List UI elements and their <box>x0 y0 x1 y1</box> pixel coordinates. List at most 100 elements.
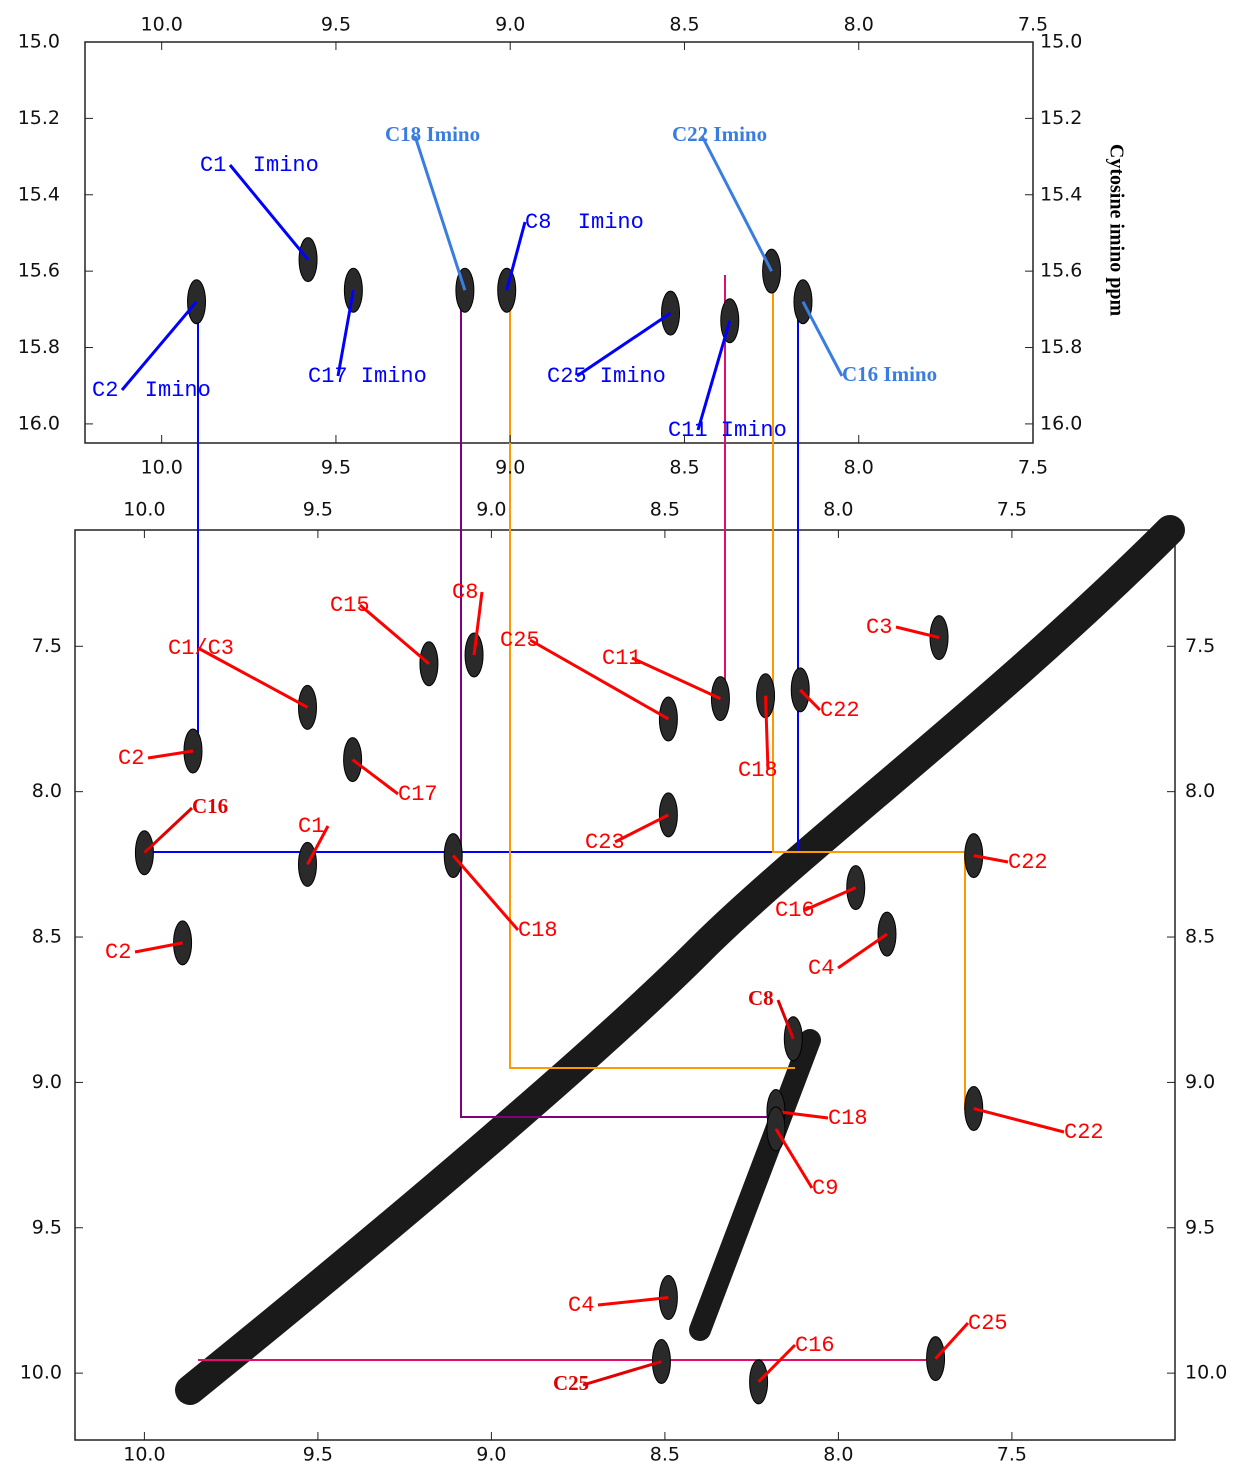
x-tick-label: 9.0 <box>476 1444 506 1461</box>
pointer <box>472 591 484 656</box>
pointer <box>696 320 732 431</box>
y-tick-label: 15.0 <box>18 31 60 53</box>
pointer <box>764 695 770 771</box>
orange-connector <box>509 275 966 1110</box>
y-tick-label: 15.4 <box>18 183 60 205</box>
y-tick-label: 8.0 <box>1185 780 1215 802</box>
peak-label: C25 <box>500 628 540 653</box>
x-tick-label: 8.0 <box>823 1444 853 1461</box>
y-tick-label: 9.5 <box>1185 1216 1215 1238</box>
y-tick-label: 15.2 <box>1040 107 1082 129</box>
x-tick-label: 8.5 <box>669 14 699 36</box>
peak-label: C1 Imino <box>200 153 319 178</box>
peak-label: C18 <box>738 758 778 783</box>
peak-label: C9 <box>812 1176 838 1201</box>
pointer <box>837 932 888 970</box>
pointer <box>775 1109 829 1120</box>
y-tick-label: 9.0 <box>1185 1071 1215 1093</box>
pointer <box>700 135 773 272</box>
x-tick-label: 9.0 <box>495 14 525 36</box>
bottom-frame <box>74 529 1176 1441</box>
x-tick-label: 10.0 <box>123 1444 165 1461</box>
y-tick-label: 15.6 <box>18 260 60 282</box>
x-tick-label: 7.5 <box>997 1444 1027 1461</box>
peak-label: C1/C3 <box>168 636 234 661</box>
pink-connector <box>198 275 940 1361</box>
pointer <box>336 289 355 377</box>
peak-label: C17 Imino <box>308 364 427 389</box>
peak-label: C22 <box>1008 850 1048 875</box>
peak-label: C16 <box>795 1333 835 1358</box>
x-tick-label: 8.5 <box>669 457 699 479</box>
pointer <box>776 999 795 1040</box>
pointer <box>120 300 198 391</box>
cross-diagonal <box>689 1029 821 1341</box>
peak-label: C8 Imino <box>525 210 644 235</box>
peak-label: C18 <box>518 918 558 943</box>
peak-label: C3 <box>866 615 892 640</box>
pointer <box>359 603 430 665</box>
x-tick-label: 8.5 <box>650 1444 680 1461</box>
peak-label: C2 Imino <box>92 378 211 403</box>
purple-connector <box>460 290 775 1118</box>
pointer <box>143 806 194 854</box>
pointer <box>757 1343 797 1383</box>
x-tick-label: 7.5 <box>1018 457 1048 479</box>
pointer <box>576 311 672 378</box>
x-tick-label: 7.5 <box>997 499 1027 521</box>
y-tick-label: 15.2 <box>18 107 60 129</box>
y-tick-label: 8.5 <box>32 926 62 948</box>
pointer <box>895 625 940 640</box>
peak-label: C23 <box>585 830 625 855</box>
x-tick-label: 10.0 <box>123 499 165 521</box>
diagonal <box>175 515 1185 1405</box>
y-tick-label: 7.5 <box>32 635 62 657</box>
x-tick-label: 8.0 <box>844 14 874 36</box>
x-tick-label: 9.5 <box>303 1444 333 1461</box>
pointer <box>413 135 467 291</box>
peak-label: C16 <box>192 794 228 818</box>
peak-label: C22 Imino <box>672 122 767 146</box>
x-tick-label: 10.0 <box>141 14 183 36</box>
x-tick-label: 7.5 <box>1018 14 1048 36</box>
y-axis-title: Cytosine imino ppm <box>1105 144 1127 317</box>
peak-label: C16 <box>775 898 815 923</box>
pointer <box>973 1107 1065 1134</box>
y-tick-label: 15.8 <box>18 336 60 358</box>
peak-label: C8 <box>452 580 478 605</box>
pointer <box>631 656 722 700</box>
x-tick-label: 10.0 <box>141 457 183 479</box>
peak-label: C1 <box>298 814 324 839</box>
x-tick-label: 9.0 <box>476 499 506 521</box>
y-tick-label: 9.5 <box>32 1216 62 1238</box>
y-tick-label: 15.0 <box>1040 31 1082 53</box>
peak-label: C17 <box>398 782 438 807</box>
peak-label: C11 Imino <box>668 418 787 443</box>
pointer <box>973 854 1009 864</box>
pointer <box>306 825 330 866</box>
pointer <box>452 854 520 931</box>
peak-label: C22 <box>820 698 860 723</box>
peak-label: C4 <box>568 1293 594 1318</box>
peak-label: C8 <box>748 986 774 1010</box>
pointer <box>197 646 309 709</box>
pointer <box>774 1128 814 1189</box>
y-tick-label: 15.6 <box>1040 260 1082 282</box>
y-tick-label: 16.0 <box>1040 412 1082 434</box>
peak-label: C2 <box>118 746 144 771</box>
peak-label: C18 Imino <box>385 122 480 146</box>
peak-label: C25 Imino <box>547 364 666 389</box>
blue-connector <box>145 290 799 853</box>
x-tick-label: 9.0 <box>495 457 525 479</box>
x-tick-label: 8.0 <box>823 499 853 521</box>
peak-label: C16 Imino <box>842 362 937 386</box>
pointer <box>804 886 857 912</box>
peak-label: C25 <box>968 1311 1008 1336</box>
connectors <box>145 275 966 1361</box>
pointer <box>147 749 194 760</box>
y-tick-label: 15.4 <box>1040 183 1082 205</box>
pointer <box>597 1296 669 1307</box>
x-tick-label: 9.5 <box>303 499 333 521</box>
y-tick-label: 8.0 <box>32 780 62 802</box>
